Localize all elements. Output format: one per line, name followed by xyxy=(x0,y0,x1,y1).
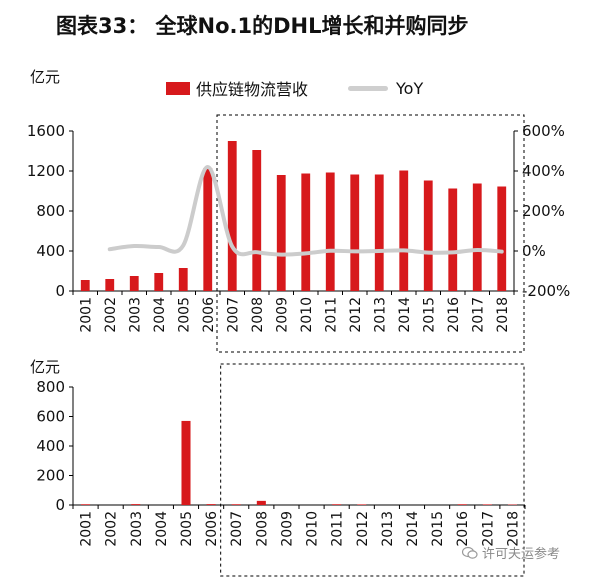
bottom-x-tick-label: 2015 xyxy=(430,511,446,547)
bottom-bar xyxy=(257,501,266,505)
figure: 图表33： 全球No.1的DHL增长和并购同步 亿元 亿元 供应链物流营收 Yo… xyxy=(0,0,602,580)
bottom-x-tick-label: 2006 xyxy=(204,511,220,547)
bottom-x-tick-label: 2004 xyxy=(154,511,170,547)
bottom-bar xyxy=(207,504,216,505)
bottom-x-tick-label: 2011 xyxy=(330,511,346,547)
bottom-x-tick-label: 2012 xyxy=(355,511,371,547)
bottom-x-tick-label: 2017 xyxy=(480,511,496,547)
bottom-x-tick-label: 2008 xyxy=(254,511,270,547)
bottom-x-tick-label: 2005 xyxy=(179,511,195,547)
bottom-x-tick-label: 2001 xyxy=(79,511,95,547)
bottom-x-tick-label: 2007 xyxy=(229,511,245,547)
bottom-bar xyxy=(232,504,241,505)
bottom-y-tick-label: 200 xyxy=(36,467,65,485)
bottom-x-tick-label: 2003 xyxy=(129,511,145,547)
bottom-bar xyxy=(357,504,366,505)
acquisition-chart: 0 200 400 600 800 2001 2002 2003 2004 2005 2006 200… xyxy=(0,0,602,580)
bottom-bar xyxy=(458,504,467,505)
bottom-x-tick-label: 2002 xyxy=(104,511,120,547)
wechat-icon xyxy=(462,546,478,560)
bottom-x-tick-label: 2016 xyxy=(455,511,471,547)
bottom-bar xyxy=(81,504,90,505)
bottom-x-tick-label: 2009 xyxy=(279,511,295,547)
bottom-bar xyxy=(483,504,492,505)
bottom-y-tick-label: 0 xyxy=(55,496,65,514)
bottom-x-tick-label: 2013 xyxy=(380,511,396,547)
bottom-y-tick-label: 800 xyxy=(36,378,65,396)
bottom-x-tick-label: 2014 xyxy=(405,511,421,547)
bottom-y-tick-label: 400 xyxy=(36,437,65,455)
watermark: 许可夫运参考 xyxy=(462,543,560,562)
watermark-text: 许可夫运参考 xyxy=(482,543,560,562)
bottom-bar xyxy=(332,504,341,505)
bottom-y-tick-label: 600 xyxy=(36,408,65,426)
bottom-x-tick-label: 2018 xyxy=(505,511,521,547)
bottom-x-tick-label: 2010 xyxy=(305,511,321,547)
bottom-bar xyxy=(181,421,190,505)
bottom-bar xyxy=(131,504,140,505)
